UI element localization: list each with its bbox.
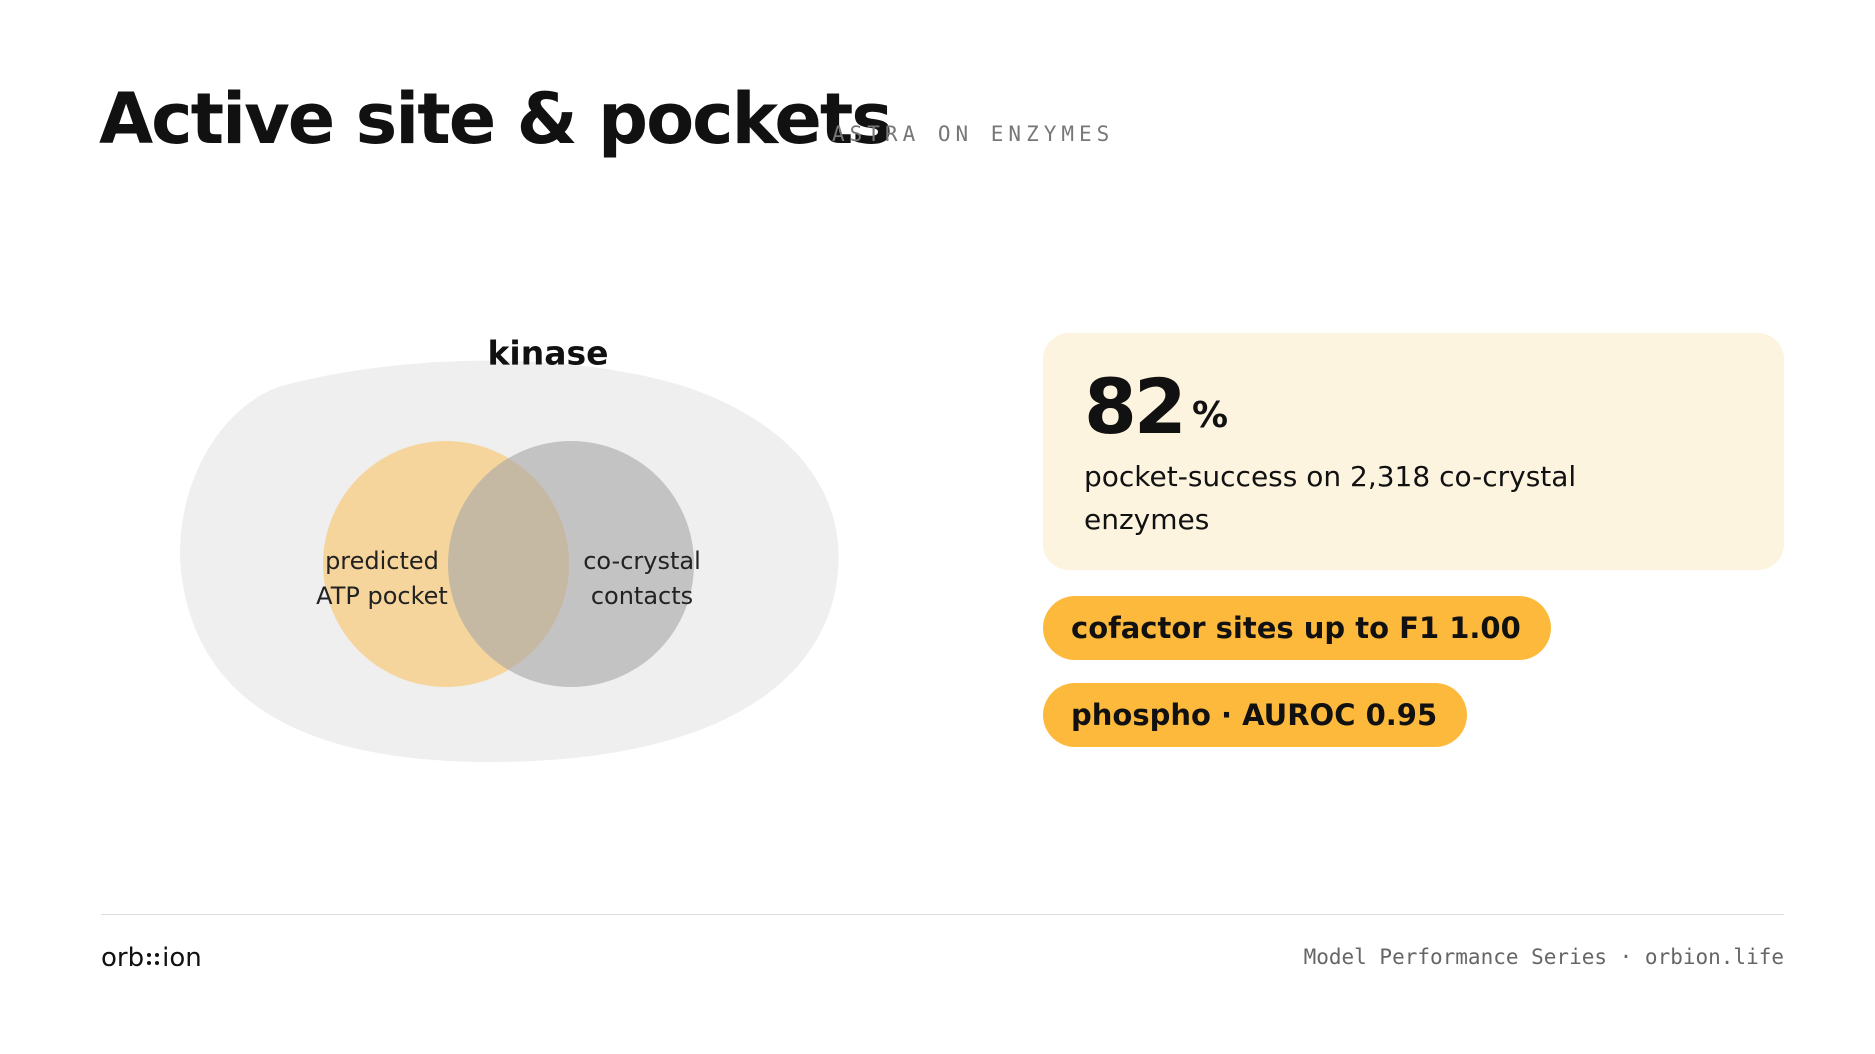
stat-description: pocket-success on 2,318 co-crystal enzym… — [1084, 460, 1577, 536]
set-label: predicted — [325, 547, 439, 575]
logo-dots — [147, 952, 160, 965]
set-label: ATP pocket — [316, 582, 448, 610]
footer-caption: Model Performance Series · orbion.life — [1303, 945, 1784, 969]
set-label: contacts — [591, 582, 693, 610]
subtitle: ASTRA ON ENZYMES — [832, 122, 1115, 146]
badge: phospho · AUROC 0.95 — [1043, 683, 1468, 747]
divider — [101, 914, 1784, 915]
title: Active site & pockets — [99, 78, 893, 160]
stat-unit: % — [1192, 395, 1229, 436]
stat-value: 82 — [1084, 362, 1187, 451]
stat-card — [1043, 333, 1784, 570]
set-circle — [448, 441, 694, 687]
set-label: co-crystal — [583, 547, 701, 575]
container-label: kinase — [487, 334, 608, 373]
logo: orb ion — [101, 943, 202, 973]
logo-text: orb — [101, 943, 145, 973]
badge: cofactor sites up to F1 1.00 — [1043, 596, 1551, 660]
venn-diagram: kinase predicted ATP pocket co-crystal c… — [179, 334, 839, 762]
logo-text: ion — [162, 943, 202, 973]
